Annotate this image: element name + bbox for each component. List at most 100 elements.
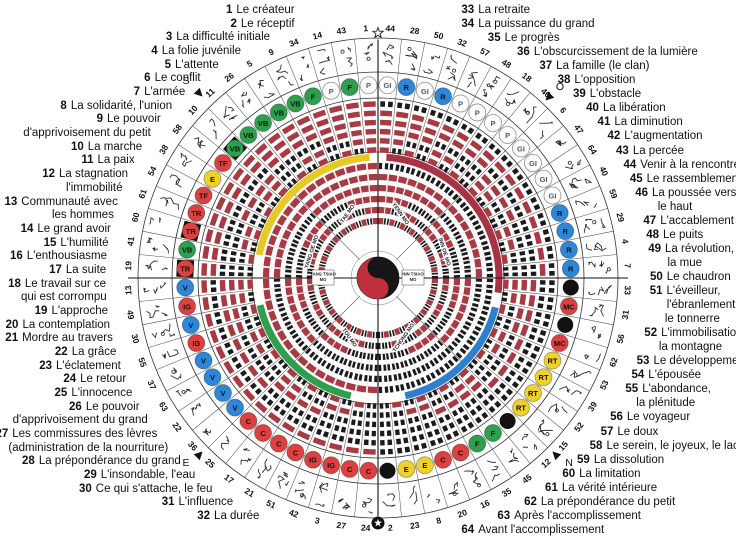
hexagram-yin-line: [511, 167, 519, 175]
seal-script-glyph: [257, 79, 275, 99]
inner-yang-line: [414, 341, 424, 351]
hexagram-yin-line: [220, 333, 228, 341]
inner-yin-line: [445, 311, 452, 317]
hexagram-yin-line: [315, 428, 323, 436]
meridian-badge-letter: TR: [191, 209, 202, 218]
hexagram-yin-line: [291, 178, 298, 185]
meridian-badge: [451, 94, 470, 113]
hexagram-yang-line: [411, 114, 425, 123]
hexagram-yang-line: [474, 180, 485, 192]
inner-yin-line: [320, 294, 328, 298]
cell-divider: [308, 48, 342, 158]
inner-yin-line: [340, 319, 346, 326]
inner-yin-line: [414, 219, 420, 226]
inner-yin-line: [451, 258, 459, 263]
compass-pointer-icon: [193, 87, 203, 97]
seal-script-glyph: [202, 428, 212, 436]
inner-yin-line: [462, 205, 470, 213]
seal-script-glyph: [162, 349, 179, 359]
inner-yang-line: [420, 337, 430, 346]
inner-yin-line: [290, 242, 298, 248]
hexagram-yin-line: [403, 437, 409, 444]
inner-yang-line: [412, 316, 421, 325]
cell-divider: [437, 66, 492, 168]
inner-yin-line: [397, 373, 402, 380]
cell-divider: [414, 398, 448, 508]
hexagram-yang-line: [328, 442, 343, 451]
hexagram-yin-line: [505, 340, 513, 347]
wheel-decoration: [407, 321, 442, 373]
cell-divider: [501, 230, 614, 254]
hexagram-yin-line: [519, 219, 527, 226]
inner-yin-line: [354, 210, 359, 217]
meridian-badge: [524, 154, 542, 172]
fuxi-number: 37: [145, 378, 158, 391]
hexagram-yin-line: [459, 166, 466, 173]
hexagram-yin-line: [231, 356, 239, 363]
hexagram-yang-line: [482, 149, 495, 162]
fuxi-number: 53: [597, 378, 610, 391]
inner-yang-line: [425, 298, 434, 306]
hexagram-yin-line: [459, 155, 466, 162]
hexagram-yin-line: [464, 401, 472, 409]
meridian-badge: [194, 186, 213, 205]
hexagram-yin-line: [262, 354, 270, 361]
meridian-badge: [556, 222, 575, 241]
inner-yang-line: [278, 238, 288, 249]
hexagram-yin-line: [273, 404, 281, 412]
inner-yin-line: [439, 320, 446, 327]
hexagram-yang-line: [257, 327, 267, 339]
meridian-badge: [484, 424, 502, 442]
hexagram-yin-line: [398, 410, 404, 417]
inner-yin-line: [342, 358, 348, 366]
hexagram-yin-line: [301, 379, 308, 386]
hexagram-yin-line: [445, 115, 453, 123]
hexagram-yin-line: [293, 417, 300, 425]
hexagram-yang-line: [284, 390, 297, 401]
hexagram-yin-line: [421, 442, 428, 450]
inner-yang-line: [430, 266, 438, 273]
hexagram-yin-line: [400, 419, 406, 426]
inner-yin-line: [289, 247, 296, 253]
hexagram-yin-line: [498, 352, 506, 360]
inner-yin-line: [457, 333, 465, 339]
inner-yin-line: [317, 329, 324, 336]
diagonal-axis: [294, 194, 360, 260]
wheel-decoration: [383, 330, 390, 392]
meridian-badge-letter: RT: [528, 389, 538, 398]
meridian-badge-letter: C: [260, 429, 266, 438]
inner-yin-line: [400, 361, 405, 368]
compass-north-label: N: [565, 457, 573, 469]
inner-yin-line: [328, 242, 335, 248]
seal-script-glyph: [338, 498, 351, 510]
hexagram-yin-line: [424, 146, 430, 154]
hexagram-yin-line: [339, 142, 345, 149]
hexagram-yang-line: [239, 173, 252, 187]
hexagram-yang-line: [209, 212, 219, 227]
meridian-badge-letter: MC: [554, 339, 566, 348]
fuxi-number: 55: [136, 356, 149, 369]
inner-yang-line: [429, 288, 437, 295]
hexagram-yang-line: [366, 138, 377, 144]
hexagram-yin-line: [525, 342, 532, 349]
hexagram-yin-line: [516, 236, 523, 242]
seal-script-glyph: [209, 118, 217, 140]
hexagram-yin-line: [315, 141, 322, 148]
inner-yin-line: [330, 240, 337, 246]
hexagram-yang-line: [264, 174, 276, 186]
fuxi-number: 44: [385, 23, 395, 33]
inner-yang-line: [319, 233, 328, 242]
meridian-badge-letter: VB: [182, 246, 193, 255]
hexagram-yang-line: [202, 245, 210, 259]
meridian-badge: [322, 81, 341, 100]
hexagram-yin-line: [241, 306, 248, 311]
cell-divider: [503, 290, 617, 302]
hexagram-yang-line: [249, 161, 262, 174]
cell-divider: [285, 394, 331, 500]
hexagram-yin-line: [452, 118, 460, 126]
hexagram-yang-line: [366, 147, 377, 154]
hexagram-yin-line: [286, 413, 294, 421]
seal-script-glyph: [505, 91, 520, 107]
hexagram-yin-line: [338, 435, 345, 442]
